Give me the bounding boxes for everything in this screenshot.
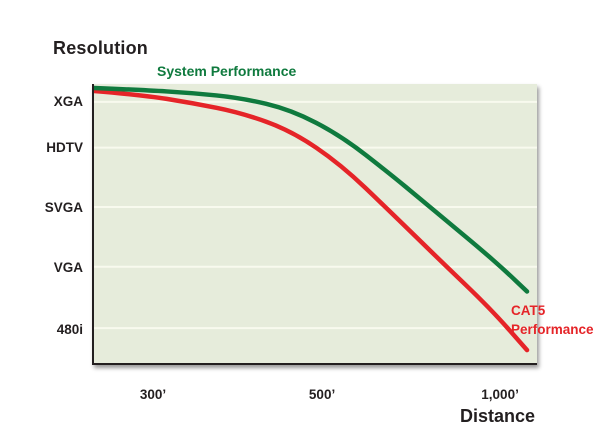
- y-axis-label-480i: 480i: [56, 321, 83, 337]
- series-label-cat5-line2: Performance: [511, 322, 594, 337]
- plot-area: [92, 84, 537, 365]
- chart-title: Resolution: [53, 38, 148, 58]
- x-axis-label-300: 300’: [139, 387, 167, 402]
- series-line-system: [94, 85, 530, 294]
- x-axis-title: Distance: [460, 406, 536, 426]
- y-axis-label-svga: SVGA: [44, 199, 83, 215]
- series-label-cat5-line1: CAT5: [511, 303, 546, 318]
- y-axis-label-hdtv: HDTV: [46, 140, 83, 156]
- chart-svg: [94, 85, 537, 353]
- y-axis-label-xga: XGA: [53, 93, 83, 109]
- x-axis-label-1000: 1,000’: [481, 387, 519, 402]
- series-label-system-performance: System Performance: [157, 63, 297, 79]
- series-label-cat5-performance: CAT5 Performance: [511, 301, 594, 339]
- series-line-cat5: [94, 88, 530, 353]
- x-axis-label-500: 500’: [308, 387, 336, 402]
- y-axis-label-vga: VGA: [53, 260, 83, 276]
